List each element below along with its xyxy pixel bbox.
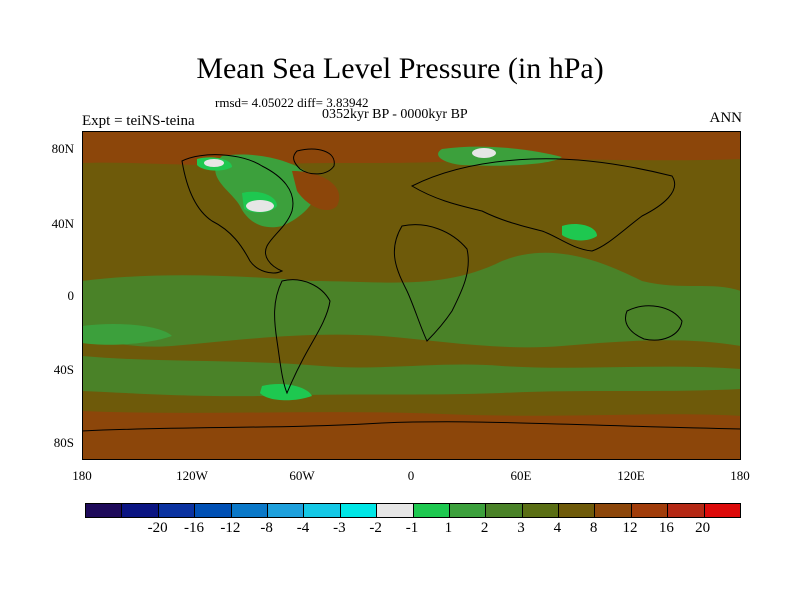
- colorbar-label: -8: [260, 520, 273, 536]
- colorbar-box-1: [122, 504, 159, 517]
- coastline-greenland: [293, 148, 335, 175]
- colorbar-label: -2: [369, 520, 382, 536]
- field-contour-southern: [82, 356, 741, 397]
- field-near-zero-arctic-canada: [204, 159, 224, 167]
- rmsd-diff-stats: rmsd= 4.05022 diff= 3.83942: [215, 95, 369, 110]
- colorbar-box-17: [704, 504, 741, 517]
- colorbar-box-4: [231, 504, 268, 517]
- field-contour-tibet: [562, 224, 597, 241]
- colorbar-box-14: [595, 504, 632, 517]
- field-contour-spacific: [82, 324, 172, 345]
- colorbar-label: -16: [184, 520, 204, 536]
- colorbar-label: -20: [147, 520, 168, 536]
- lon-tick-60e: 60E: [510, 468, 532, 483]
- lat-tick-80n: 80N: [51, 141, 74, 156]
- field-contour-antarctic: [82, 411, 741, 460]
- lon-tick-120w: 120W: [176, 468, 208, 483]
- lon-tick-120e: 120E: [617, 468, 645, 483]
- lat-tick-40n: 40N: [51, 216, 74, 231]
- field-contour-natlantic: [292, 171, 340, 211]
- colorbar-label: -3: [333, 520, 346, 536]
- plot-title: Mean Sea Level Pressure (in hPa): [196, 52, 604, 85]
- colorbar-box-15: [631, 504, 669, 517]
- colorbar-label: 16: [658, 520, 674, 536]
- lat-tick-0: 0: [67, 288, 75, 303]
- colorbar-label: 2: [480, 520, 489, 536]
- coastline-australia: [625, 305, 683, 341]
- field-near-zero-greatlakes: [246, 200, 274, 212]
- plot-subtitle: 0352kyr BP - 0000kyr BP: [322, 107, 468, 122]
- experiment-label: Expt = teiNS-teina: [82, 113, 195, 129]
- colorbar-label: 1: [444, 520, 453, 536]
- colorbar: [85, 503, 741, 518]
- field-contour-patagonia: [260, 384, 312, 401]
- colorbar-label: -1: [405, 520, 419, 536]
- lat-tick-40s: 40S: [53, 362, 74, 377]
- colorbar-box-9: [413, 504, 450, 517]
- map-border: [82, 131, 741, 460]
- lon-tick-60w: 60W: [289, 468, 315, 483]
- colorbar-box-13: [559, 504, 596, 517]
- field-contour-siberia: [438, 146, 562, 166]
- field-contour-tropics: [82, 252, 741, 348]
- field-contour-namerica: [215, 154, 318, 228]
- coastline-north-america: [181, 154, 294, 274]
- colorbar-label: -12: [220, 520, 241, 536]
- colorbar-label: 8: [589, 520, 598, 536]
- coastline-antarctica: [82, 421, 741, 432]
- lon-tick-0: 0: [407, 468, 415, 483]
- colorbar-box-11: [486, 504, 523, 517]
- lon-tick-180w: 180: [72, 468, 92, 483]
- colorbar-label: -4: [296, 520, 310, 536]
- colorbar-box-8: [377, 504, 414, 517]
- colorbar-box-5: [267, 504, 305, 517]
- field-near-zero-siberia: [472, 148, 496, 158]
- colorbar-box-16: [668, 504, 705, 517]
- pressure-difference-map: [82, 131, 741, 460]
- colorbar-label: 3: [517, 520, 525, 536]
- colorbar-label: 20: [695, 520, 711, 536]
- colorbar-label: 12: [622, 520, 638, 536]
- coastline-eurasia: [410, 158, 676, 252]
- colorbar-box-7: [340, 504, 378, 517]
- lon-tick-180e: 180: [730, 468, 750, 483]
- colorbar-box-12: [522, 504, 560, 517]
- coastline-africa: [393, 224, 469, 342]
- colorbar-box-6: [304, 504, 341, 517]
- season-label: ANN: [709, 110, 743, 126]
- lat-tick-80s: 80S: [53, 435, 74, 450]
- coastline-south-america: [274, 279, 331, 395]
- colorbar-box-10: [449, 504, 487, 517]
- colorbar-box-3: [195, 504, 232, 517]
- colorbar-label: 4: [553, 520, 562, 536]
- colorbar-box-2: [158, 504, 196, 517]
- colorbar-box-0: [86, 504, 123, 517]
